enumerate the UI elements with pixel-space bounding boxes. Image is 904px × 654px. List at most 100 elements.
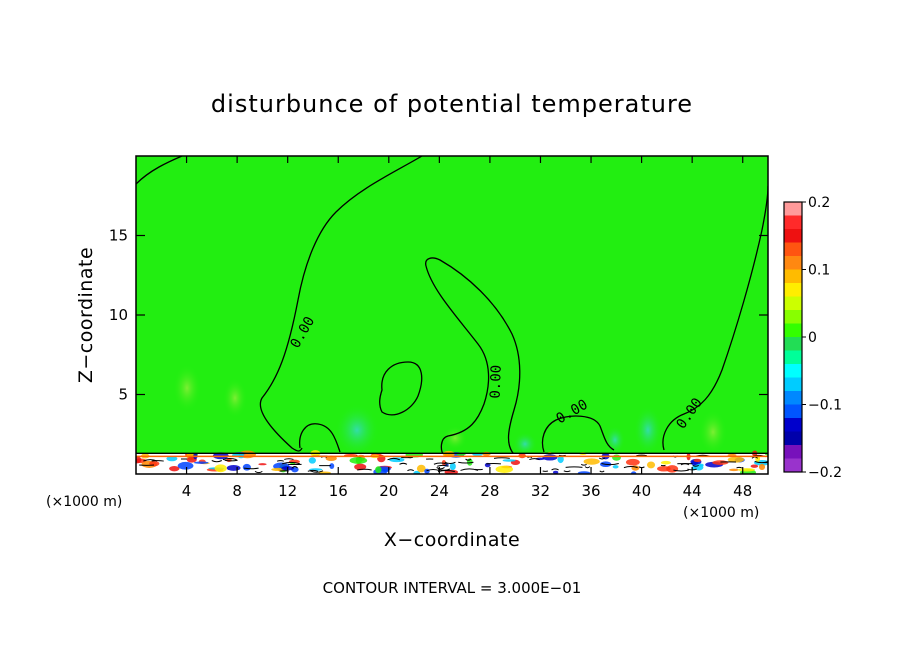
colorbar-swatch bbox=[784, 418, 802, 432]
contour-line bbox=[259, 156, 423, 452]
turbulence-blob bbox=[542, 454, 558, 461]
turbulence-blob bbox=[612, 454, 621, 461]
x-tick-label: 24 bbox=[430, 482, 449, 500]
turbulence-blob bbox=[193, 461, 209, 464]
turbulence-blob bbox=[258, 463, 267, 466]
turbulence-blob bbox=[177, 461, 194, 470]
warm-blob bbox=[699, 410, 727, 454]
turbulence-contour bbox=[444, 461, 456, 464]
contour-line bbox=[425, 257, 521, 459]
chart-title: disturbunce of potential temperature bbox=[211, 90, 693, 118]
turbulence-contour bbox=[211, 460, 223, 463]
x-tick-label: 48 bbox=[733, 482, 752, 500]
x-tick-label: 16 bbox=[329, 482, 348, 500]
turbulence-contour bbox=[399, 462, 408, 465]
turbulence-contour bbox=[426, 469, 440, 472]
y-axis-label: Z−coordinate bbox=[75, 247, 97, 383]
x-unit-right: (×1000 m) bbox=[683, 505, 759, 521]
turbulence-blob bbox=[242, 463, 251, 471]
colorbar-tick-label: −0.2 bbox=[808, 465, 842, 481]
turbulence-blob bbox=[502, 459, 516, 462]
turbulence-blob bbox=[424, 468, 430, 474]
colorbar-swatch bbox=[784, 269, 802, 284]
turbulence-contour bbox=[580, 463, 587, 466]
warm-blob bbox=[443, 426, 467, 450]
x-tick-label: 4 bbox=[182, 482, 192, 500]
x-tick-label: 20 bbox=[379, 482, 398, 500]
colorbar-swatch bbox=[784, 377, 802, 392]
turbulence-contour bbox=[599, 470, 605, 473]
colorbar-swatch bbox=[784, 229, 802, 243]
turbulence-blob bbox=[136, 456, 142, 464]
turbulence-blob bbox=[166, 456, 178, 462]
turbulence-contour bbox=[465, 458, 472, 461]
turbulence-blob bbox=[441, 459, 446, 466]
turbulence-contour bbox=[673, 469, 689, 472]
colorbar-tick-label: 0.2 bbox=[808, 195, 830, 211]
colorbar-swatch bbox=[784, 458, 802, 473]
turbulence-blob bbox=[657, 465, 671, 472]
contour-interval-note: CONTOUR INTERVAL = 3.000E−01 bbox=[323, 579, 582, 597]
colorbar: 0.2 0.1 0 −0.1 −0.2 bbox=[783, 195, 842, 481]
turbulence-blob bbox=[354, 463, 367, 471]
colorbar-swatch bbox=[784, 391, 802, 405]
colorbar-tick-label: 0.1 bbox=[808, 263, 830, 279]
turbulence-blob bbox=[646, 461, 656, 469]
turbulence-contour bbox=[307, 469, 319, 472]
cool-blob bbox=[513, 432, 537, 456]
turbulence-contour bbox=[224, 459, 238, 462]
turbulence-contour bbox=[601, 463, 619, 466]
turbulence-contour bbox=[458, 461, 474, 464]
turbulence-blob bbox=[449, 462, 456, 471]
colorbar-swatch bbox=[784, 404, 802, 419]
turbulence-blob bbox=[693, 458, 702, 463]
turbulence-blob bbox=[349, 457, 368, 464]
y-axis: 5 10 15 bbox=[109, 227, 768, 404]
turbulence-contour bbox=[584, 466, 591, 469]
turbulence-blob bbox=[375, 466, 382, 474]
colorbar-swatch bbox=[784, 296, 802, 311]
turbulence-contour bbox=[143, 459, 158, 462]
x-tick-label: 44 bbox=[683, 482, 702, 500]
turbulence-contour bbox=[493, 457, 510, 459]
x-tick-label: 8 bbox=[232, 482, 242, 500]
colorbar-swatch bbox=[784, 337, 802, 351]
turbulence-blob bbox=[727, 456, 745, 463]
turbulence-contour bbox=[529, 458, 540, 461]
turbulence-blob bbox=[413, 470, 421, 474]
turbulence-contour bbox=[284, 458, 294, 460]
contour-line bbox=[379, 361, 423, 416]
turbulence-contour bbox=[551, 468, 559, 471]
turbulence-blob bbox=[631, 465, 640, 471]
x-axis: 4 8 12 16 20 24 28 32 36 40 44 48 bbox=[182, 156, 752, 500]
turbulence-contour bbox=[598, 457, 606, 460]
contour-line bbox=[136, 156, 183, 185]
turbulence-blob bbox=[612, 465, 619, 469]
turbulence-contour bbox=[357, 468, 372, 471]
x-axis-label: X−coordinate bbox=[384, 529, 520, 551]
turbulence-blob bbox=[226, 464, 241, 471]
turbulence-contour bbox=[437, 464, 449, 467]
turbulence-blob bbox=[329, 463, 335, 469]
turbulence-blob bbox=[495, 465, 514, 473]
y-tick-label: 10 bbox=[109, 306, 128, 324]
x-tick-label: 36 bbox=[581, 482, 600, 500]
turbulence-blob bbox=[308, 457, 316, 464]
turbulence-contour bbox=[243, 467, 259, 470]
colorbar-tick-label: 0 bbox=[808, 330, 817, 346]
turbulence-blob bbox=[169, 465, 180, 472]
cool-blob bbox=[335, 404, 379, 456]
x-tick-label: 28 bbox=[480, 482, 499, 500]
turbulence-blob bbox=[583, 458, 600, 465]
turbulence-contour bbox=[387, 457, 401, 461]
turbulence-blob bbox=[416, 464, 426, 473]
turbulence-blob bbox=[750, 464, 759, 468]
colorbar-swatch bbox=[784, 445, 802, 459]
turbulence-contour bbox=[281, 461, 301, 465]
field-background bbox=[136, 156, 768, 474]
turbulence-contour bbox=[736, 466, 743, 469]
contour-line bbox=[541, 415, 615, 453]
y-tick-label: 5 bbox=[118, 386, 128, 404]
colorbar-swatch bbox=[784, 350, 802, 365]
